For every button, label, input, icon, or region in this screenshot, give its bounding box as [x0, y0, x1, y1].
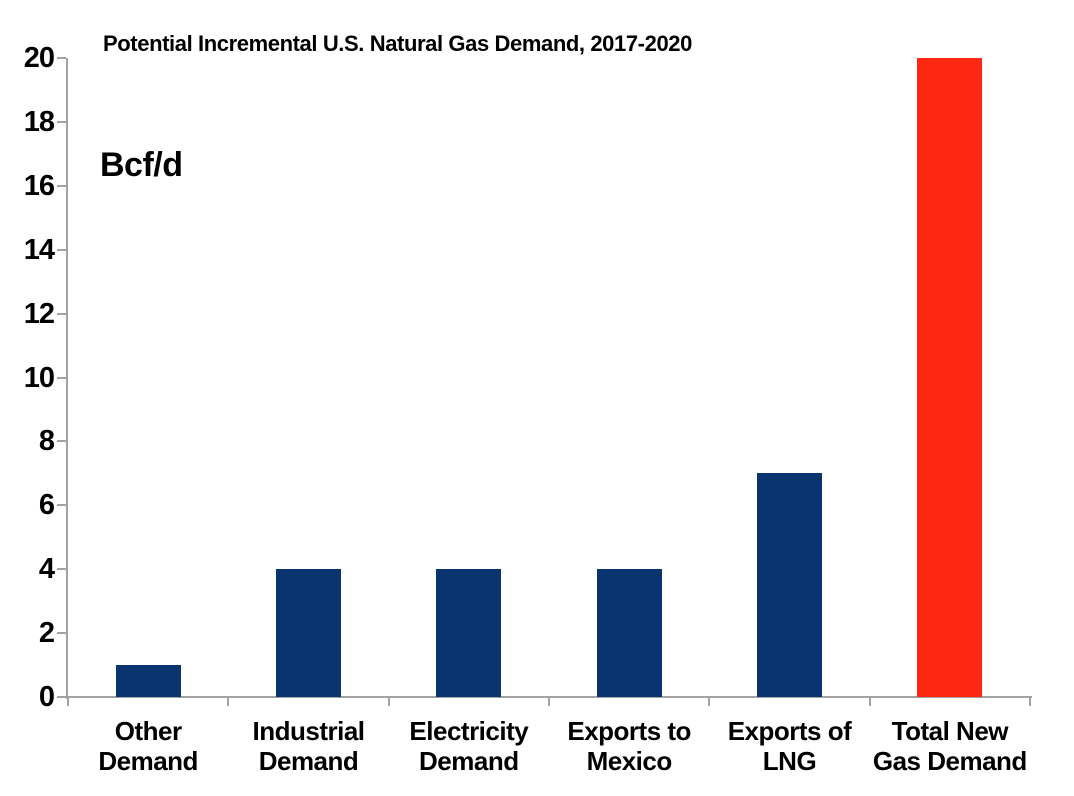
- y-axis-tick-label: 12: [23, 297, 55, 330]
- x-axis-category-label-line: Exports to: [567, 716, 691, 746]
- bar-exports-to-mexico: [596, 569, 662, 697]
- y-axis-tick-label: 10: [23, 361, 55, 394]
- y-axis-tick: [57, 248, 66, 251]
- y-axis-tick: [57, 184, 66, 187]
- y-axis-tick-label: 8: [38, 425, 55, 458]
- x-axis-tick: [227, 698, 230, 706]
- y-axis-tick: [57, 376, 66, 379]
- x-axis-category-label-exports-of-lng: Exports of LNG: [705, 716, 875, 776]
- x-axis-category-label-line: Total New: [891, 716, 1009, 746]
- x-axis-tick: [548, 698, 550, 706]
- y-axis-tick: [57, 440, 66, 443]
- x-axis-category-label-line: Demand: [419, 746, 519, 776]
- x-axis-category-label-line: Electricity: [409, 716, 529, 746]
- x-axis-category-label-line: Gas Demand: [872, 746, 1027, 776]
- y-axis-tick: [57, 568, 66, 571]
- y-axis-tick: [57, 120, 66, 123]
- chart-title: Potential Incremental U.S. Natural Gas D…: [103, 31, 692, 56]
- y-axis-tick-label: 20: [23, 42, 55, 74]
- x-axis-tick: [1029, 698, 1031, 706]
- x-axis-category-label-total-new-gas-demand: Total New Gas Demand: [865, 716, 1035, 776]
- y-axis-tick-label: 18: [23, 105, 55, 138]
- x-axis-tick: [868, 698, 871, 706]
- bar-total-new-gas-demand: [917, 58, 983, 697]
- x-axis-category-label-line: Other: [114, 716, 182, 746]
- y-axis-tick: [57, 312, 66, 315]
- x-axis-category-label-exports-to-mexico: Exports to Mexico: [544, 716, 714, 776]
- y-axis-tick-label: 14: [23, 233, 55, 266]
- y-axis-tick-label: 6: [38, 489, 55, 522]
- y-axis-tick-label: 16: [23, 169, 55, 202]
- x-axis-tick: [387, 698, 390, 706]
- y-axis-line: [66, 58, 68, 699]
- x-axis-line: [66, 696, 1032, 698]
- bar-electricity-demand: [436, 569, 502, 697]
- x-axis-category-label-industrial-demand: Industrial Demand: [224, 716, 394, 776]
- x-axis-category-label-line: Mexico: [586, 746, 673, 776]
- y-axis-tick-label: 4: [38, 553, 55, 586]
- x-axis-category-label-line: Exports of: [727, 716, 852, 746]
- y-axis-tick: [57, 504, 66, 507]
- y-axis-tick: [57, 57, 66, 59]
- y-axis-tick: [57, 696, 66, 698]
- x-axis-category-label-line: Industrial: [252, 716, 365, 746]
- x-axis-category-label-other-demand: Other Demand: [63, 716, 233, 776]
- bar-other-demand: [115, 665, 181, 697]
- x-axis-category-label-line: Demand: [98, 746, 198, 776]
- y-axis-tick: [57, 632, 66, 635]
- y-axis-unit-label: Bcf/d: [100, 146, 183, 184]
- bar-industrial-demand: [276, 569, 341, 697]
- bar-exports-of-lng: [757, 473, 822, 697]
- x-axis-tick: [67, 698, 69, 706]
- y-axis-tick-label: 2: [38, 617, 55, 650]
- y-axis-tick-label: 0: [38, 681, 55, 713]
- x-axis-category-label-line: Demand: [258, 746, 359, 776]
- x-axis-tick: [708, 698, 711, 706]
- x-axis-category-label-line: LNG: [762, 746, 817, 776]
- x-axis-category-label-electricity-demand: Electricity Demand: [384, 716, 554, 776]
